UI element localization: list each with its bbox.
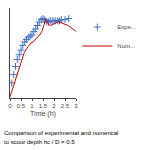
svg-text:Num...: Num... <box>117 43 135 49</box>
svg-text:Time (h): Time (h) <box>30 110 56 118</box>
svg-text:Expe...: Expe... <box>117 24 136 30</box>
svg-text:1.5: 1.5 <box>39 103 48 109</box>
svg-text:Comparison of experimental and: Comparison of experimental and numerical <box>4 130 118 136</box>
svg-text:2.5: 2.5 <box>61 103 70 109</box>
svg-text:3: 3 <box>74 103 78 109</box>
svg-text:0: 0 <box>8 103 12 109</box>
svg-text:2: 2 <box>52 103 56 109</box>
svg-text:to scour depth hc / D = 0.5: to scour depth hc / D = 0.5 <box>4 139 75 145</box>
svg-text:1: 1 <box>30 103 34 109</box>
svg-text:0.5: 0.5 <box>17 103 26 109</box>
